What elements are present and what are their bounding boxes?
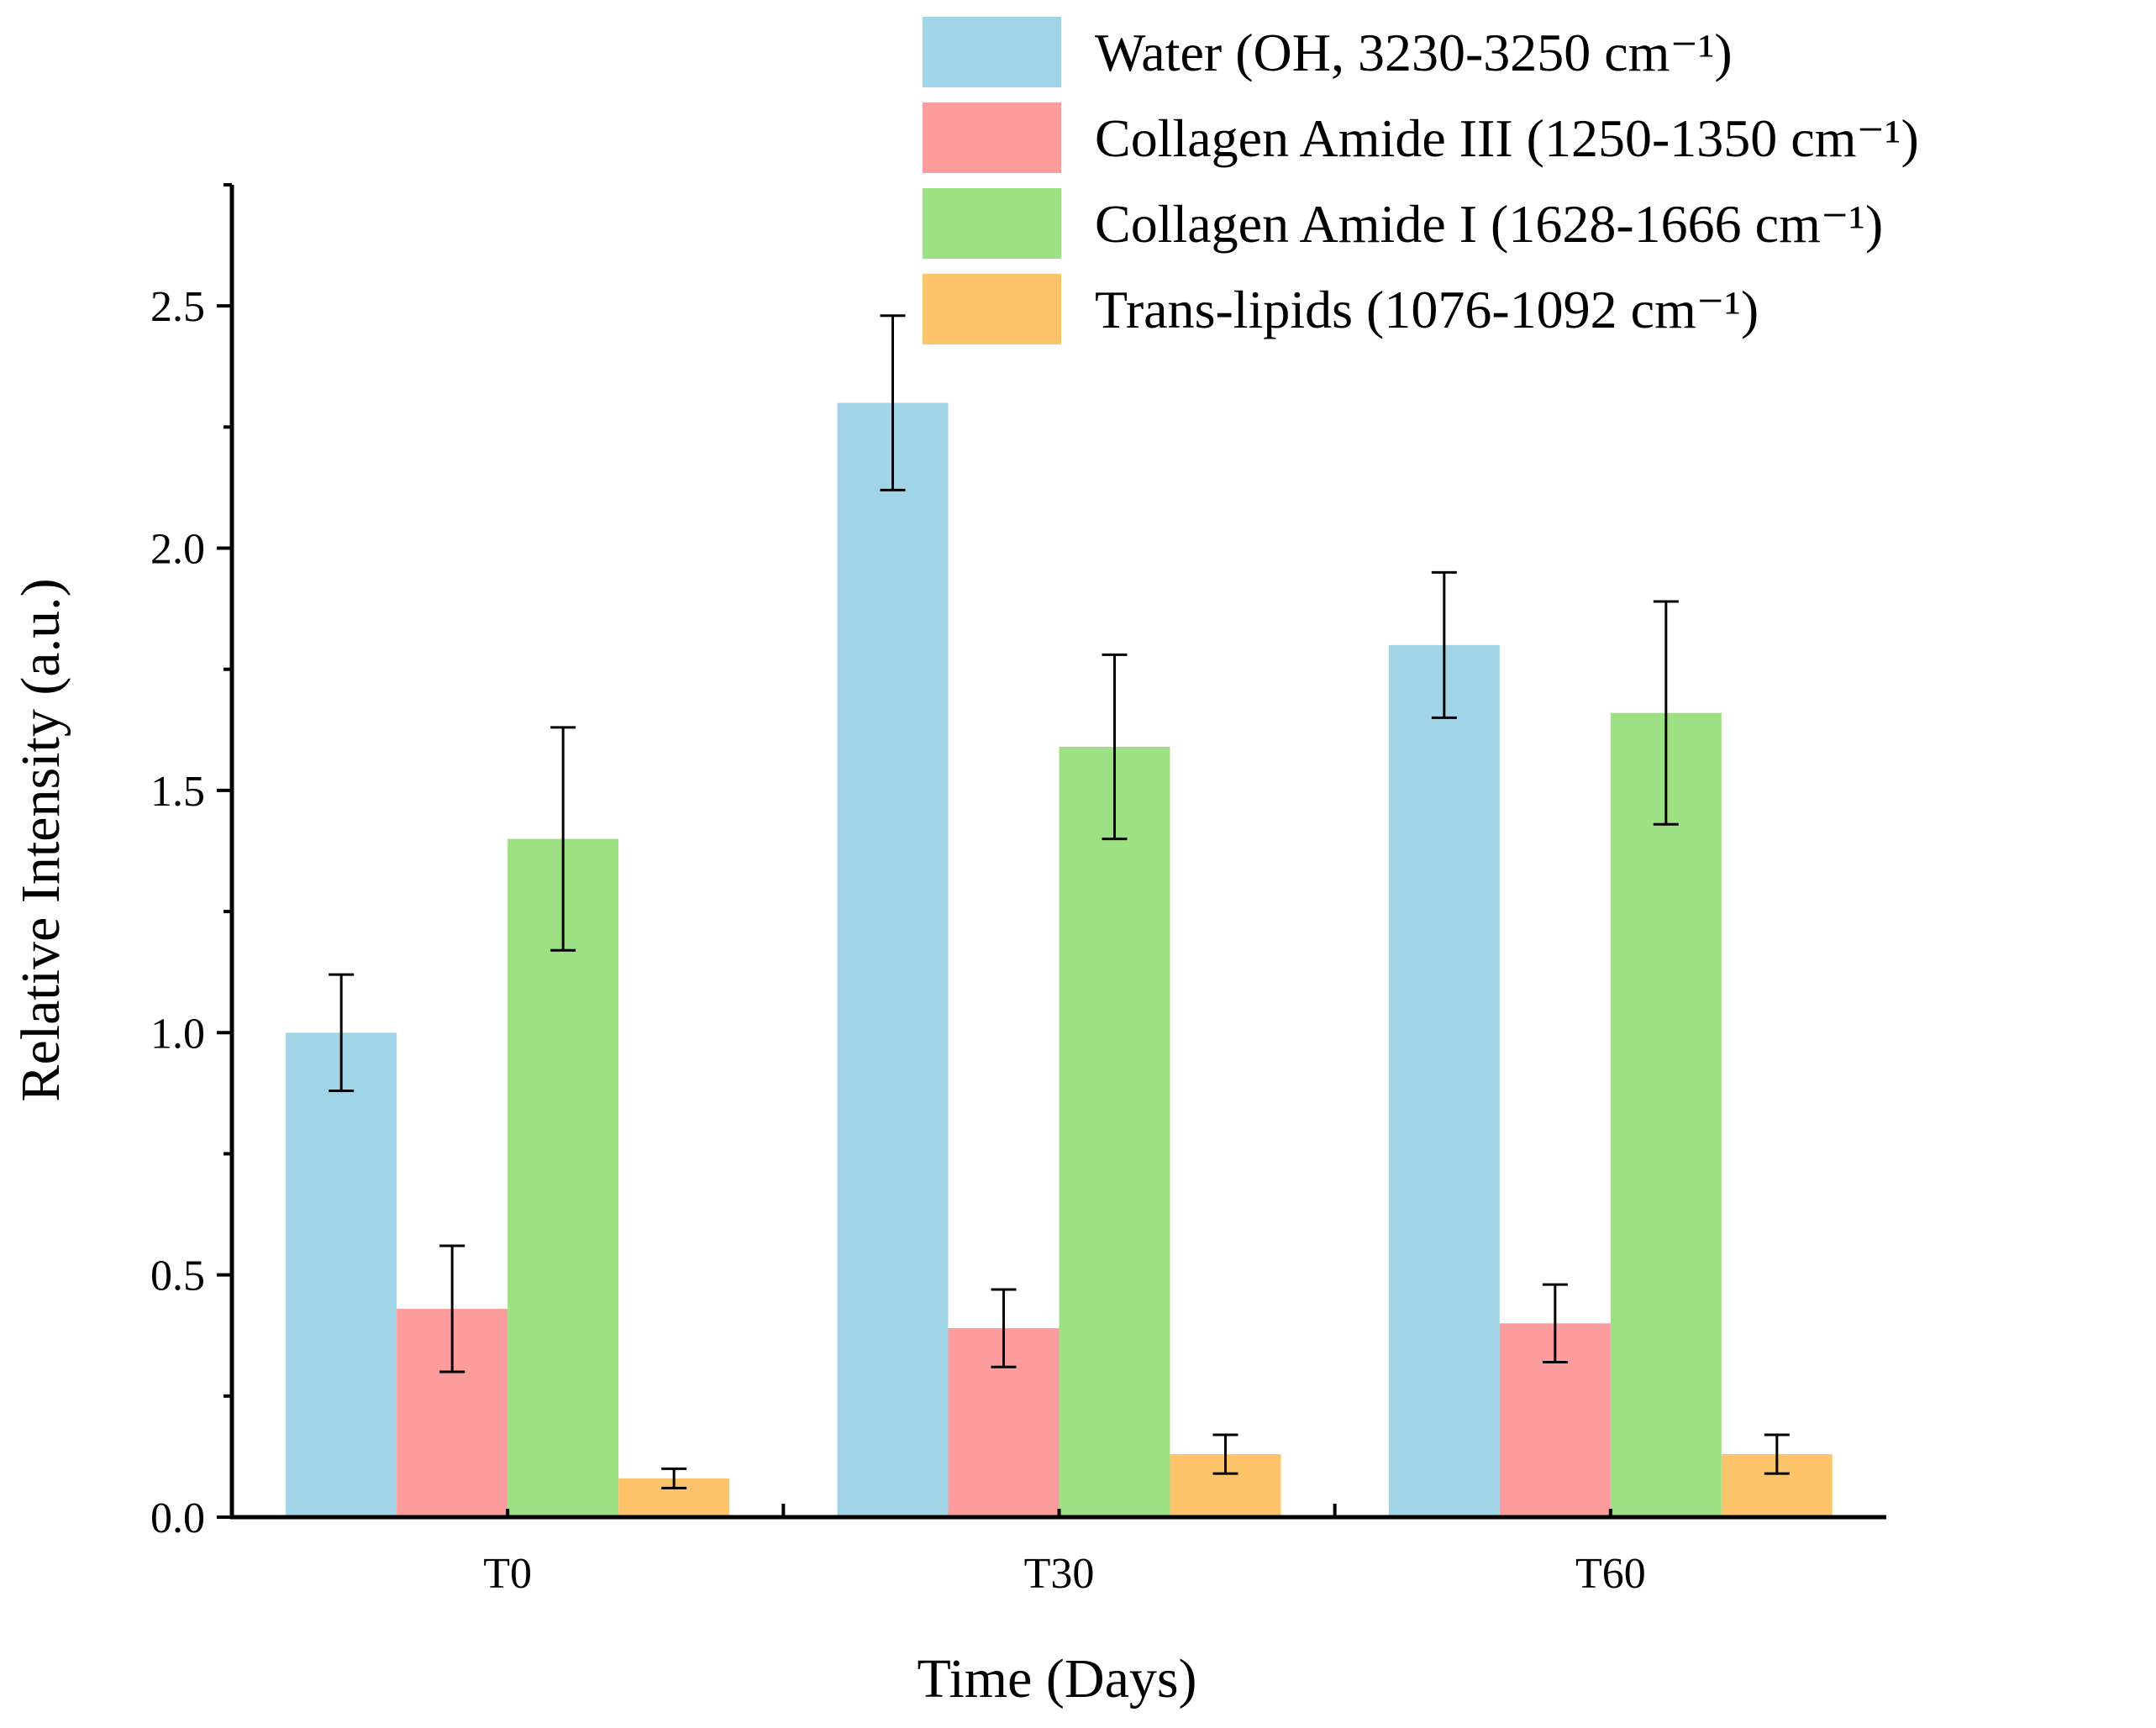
error-bar-t0-series-1 [329, 973, 355, 1092]
bar-t0-series-1 [286, 1032, 397, 1517]
error-bar-t60-series-1 [1431, 570, 1457, 719]
bar-t60-series-1 [1388, 644, 1500, 1518]
y-tick-label: 1.0 [150, 1010, 205, 1058]
bar-t30-series-1 [837, 402, 949, 1517]
legend-label-4: Trans-lipids (1076-1092 cm⁻¹) [1095, 280, 1759, 339]
y-tick-label: 2.5 [150, 283, 205, 331]
axes [217, 183, 1886, 1520]
y-tick-label: 0.5 [150, 1253, 205, 1300]
error-bar-t30-series-1 [880, 314, 906, 491]
error-bar-t60-series-3 [1653, 600, 1679, 826]
bar-t0-series-3 [507, 838, 619, 1517]
legend-swatch-1 [923, 17, 1061, 87]
bar-t30-series-3 [1059, 747, 1170, 1517]
error-bar-t60-series-2 [1542, 1283, 1568, 1363]
legend-label-3: Collagen Amide I (1628-1666 cm⁻¹) [1095, 194, 1883, 254]
x-tick-label: T60 [1575, 1550, 1646, 1598]
error-bar-t0-series-4 [661, 1467, 687, 1489]
legend-swatch-4 [923, 274, 1061, 344]
x-tick-label: T0 [483, 1550, 532, 1598]
error-bar-t60-series-4 [1764, 1433, 1790, 1475]
bars-layer [286, 402, 1833, 1518]
x-tick-label: T30 [1024, 1550, 1095, 1598]
y-axis-title: Relative Intensity (a.u.) [10, 578, 71, 1101]
legend: Water (OH, 3230-3250 cm⁻¹) Collagen Amide… [923, 17, 1919, 344]
error-bar-t30-series-3 [1102, 653, 1128, 841]
legend-swatch-2 [923, 102, 1061, 173]
error-bar-t0-series-3 [550, 726, 576, 952]
legend-label-2: Collagen Amide III (1250-1350 cm⁻¹) [1095, 108, 1919, 168]
x-axis-title: Time (Days) [917, 1648, 1196, 1710]
bar-t60-series-3 [1610, 712, 1722, 1517]
error-bar-t30-series-4 [1212, 1433, 1238, 1475]
error-bar-t30-series-2 [991, 1288, 1017, 1368]
legend-swatch-3 [923, 188, 1061, 259]
legend-label-1: Water (OH, 3230-3250 cm⁻¹) [1095, 23, 1733, 82]
y-tick-label: 1.5 [150, 768, 205, 816]
error-bar-t0-series-2 [439, 1244, 465, 1373]
error-bars-layer [329, 314, 1790, 1489]
y-tick-label: 2.0 [150, 526, 205, 574]
y-tick-label: 0.0 [150, 1494, 205, 1542]
tick-labels: T0 T30 T60 0.0 0.5 1.0 1.5 2.0 2.5 [150, 283, 1646, 1598]
